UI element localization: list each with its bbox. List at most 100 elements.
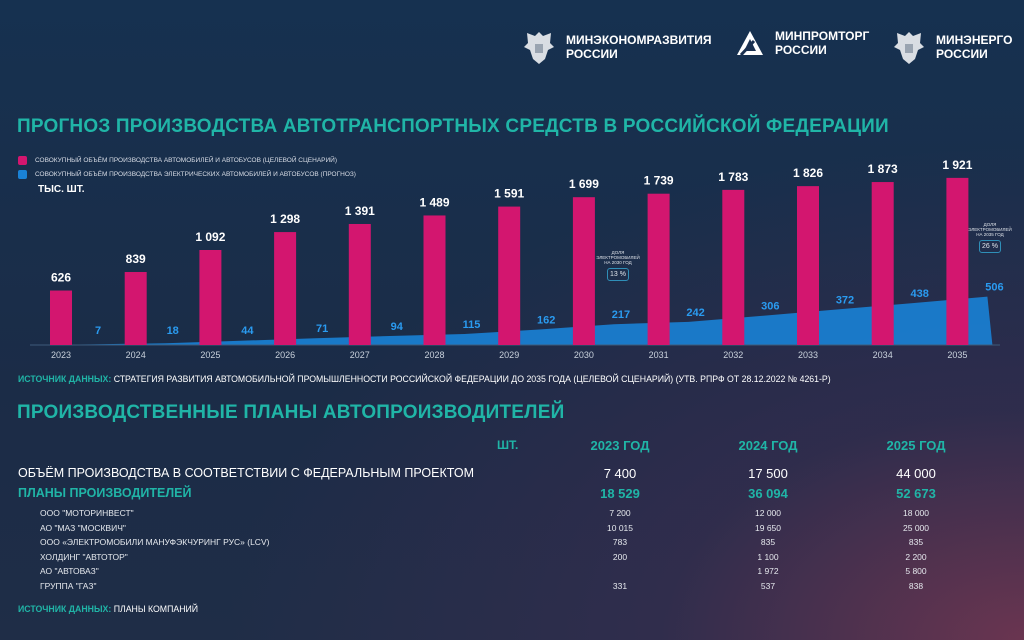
note-value: 26 % — [979, 240, 1001, 253]
bar-2031 — [647, 193, 670, 345]
x-tick-label: 2025 — [200, 350, 220, 360]
triangle-logo-icon — [737, 31, 763, 57]
logo-line2: РОССИИ — [936, 47, 988, 61]
manufacturer-value: 200 — [612, 551, 628, 562]
total-value: 18 529 — [600, 486, 640, 501]
manufacturer-value: 7 200 — [609, 508, 631, 518]
x-tick-label: 2024 — [126, 350, 146, 360]
manufacturer-value: 835 — [760, 537, 776, 547]
x-tick-label: 2028 — [424, 350, 444, 360]
manufacturer-value: 10 015 — [607, 522, 633, 533]
source-note-1: ИСТОЧНИК ДАННЫХ: СТРАТЕГИЯ РАЗВИТИЯ АВТО… — [18, 374, 831, 385]
total-value: 36 094 — [748, 486, 788, 501]
bar-label: 1 826 — [793, 166, 823, 180]
logo-line2: РОССИИ — [566, 47, 618, 61]
bar-2030 — [572, 197, 595, 345]
bar-2025 — [199, 249, 222, 345]
x-tick-label: 2030 — [574, 350, 594, 360]
legend-swatch — [18, 156, 27, 165]
manufacturer-label: ООО «ЭЛЕКТРОМОБИЛИ МАНУФЭКЧУРИНГ РУС» (L… — [40, 537, 270, 547]
legend-label: СОВОКУПНЫЙ ОБЪЁМ ПРОИЗВОДСТВА ЭЛЕКТРИЧЕС… — [35, 171, 356, 178]
electric-value-label: 44 — [241, 325, 254, 337]
manufacturer-value: 18 000 — [903, 508, 929, 518]
x-tick-label: 2033 — [798, 350, 818, 360]
source-text: ПЛАНЫ КОМПАНИЙ — [111, 604, 199, 615]
note-text: ДОЛЯ ЭЛЕКТРОМОБИЛЕЙ НА 2035 ГОД — [968, 222, 1012, 237]
total-row-label: ПЛАНЫ ПРОИЗВОДИТЕЛЕЙ — [18, 486, 192, 500]
federal-row-label: ОБЪЁМ ПРОИЗВОДСТВА В СООТВЕТСТВИИ С ФЕДЕ… — [18, 466, 474, 480]
manufacturer-label: ХОЛДИНГ "АВТОТОР" — [40, 551, 128, 562]
federal-value: 7 400 — [603, 466, 637, 481]
unit-header: ШТ. — [497, 438, 519, 452]
manufacturer-value: 331 — [612, 580, 628, 591]
bar-2034 — [871, 182, 894, 345]
manufacturer-value: 783 — [612, 537, 628, 547]
electric-value-label: 306 — [761, 301, 779, 313]
bar-label: 1 739 — [644, 174, 674, 188]
manufacturer-value: 1 100 — [757, 551, 779, 562]
eagle-emblem-icon — [524, 32, 554, 64]
logo-line1: МИНЭНЕРГО — [936, 33, 1013, 47]
bar-label: 1 873 — [868, 162, 898, 176]
bar-2026 — [274, 232, 297, 345]
x-tick-label: 2032 — [723, 350, 743, 360]
bar-label: 1 489 — [419, 195, 449, 209]
manufacturer-value: 838 — [908, 580, 924, 591]
bar-label: 626 — [51, 271, 71, 285]
bar-2028 — [423, 215, 446, 345]
electric-value-label: 372 — [836, 294, 854, 306]
federal-value: 44 000 — [896, 466, 936, 481]
electric-value-label: 115 — [463, 319, 481, 331]
x-tick-label: 2027 — [350, 350, 370, 360]
chart-title: ПРОГНОЗ ПРОИЗВОДСТВА АВТОТРАНСПОРТНЫХ СР… — [17, 116, 889, 137]
logo-1: МИНЭКОНОМРАЗВИТИЯ РОССИИ — [522, 28, 711, 66]
electric-area — [30, 296, 993, 345]
bar-label: 1 699 — [569, 177, 599, 191]
logo-line2: РОССИИ — [775, 43, 827, 57]
logo-3: МИНЭНЕРГО РОССИИ — [892, 28, 1012, 66]
manufacturer-value: 537 — [760, 580, 776, 591]
electric-value-label: 71 — [316, 323, 328, 335]
logo-line1: МИНПРОМТОРГ — [775, 29, 870, 43]
column-header: 2023 ГОД — [590, 438, 650, 453]
legend-item-total: СОВОКУПНЫЙ ОБЪЁМ ПРОИЗВОДСТВА АВТОМОБИЛЕ… — [18, 156, 337, 165]
bar-2029 — [498, 206, 521, 345]
plans-title: ПРОИЗВОДСТВЕННЫЕ ПЛАНЫ АВТОПРОИЗВОДИТЕЛЕ… — [17, 402, 565, 423]
bar-label: 1 783 — [718, 170, 748, 184]
source-note-2: ИСТОЧНИК ДАННЫХ: ПЛАНЫ КОМПАНИЙ — [18, 604, 198, 615]
manufacturer-label: АО "АВТОВАЗ" — [40, 566, 99, 576]
electric-value-label: 94 — [391, 321, 404, 333]
manufacturer-value: 5 800 — [905, 566, 927, 576]
electric-value-label: 7 — [95, 325, 101, 337]
legend-swatch — [18, 170, 27, 179]
x-tick-label: 2023 — [51, 350, 71, 360]
ev-share-note-2035: ДОЛЯ ЭЛЕКТРОМОБИЛЕЙ НА 2035 ГОД 26 % — [968, 222, 1012, 253]
total-value: 52 673 — [896, 486, 936, 501]
y-unit-label: ТЫС. ШТ. — [38, 184, 85, 195]
manufacturer-label: АО "МАЗ "МОСКВИЧ" — [40, 522, 126, 533]
manufacturer-label: ООО "МОТОРИНВЕСТ" — [40, 508, 134, 518]
manufacturer-value: 1 972 — [757, 566, 779, 576]
bar-label: 1 092 — [195, 230, 225, 244]
legend-item-electric: СОВОКУПНЫЙ ОБЪЁМ ПРОИЗВОДСТВА ЭЛЕКТРИЧЕС… — [18, 170, 356, 179]
manufacturer-label: ГРУППА "ГАЗ" — [40, 580, 97, 591]
logo-line1: МИНЭКОНОМРАЗВИТИЯ — [566, 33, 712, 47]
bar-2032 — [722, 189, 745, 345]
bar-label: 1 391 — [345, 204, 375, 218]
logo-2: МИНПРОМТОРГ РОССИИ — [735, 28, 869, 58]
electric-value-label: 506 — [985, 282, 1003, 294]
manufacturer-value: 25 000 — [903, 522, 929, 533]
column-header: 2024 ГОД — [738, 438, 798, 453]
bar-chart: 626 2023 7 839 2024 18 1 092 2025 44 1 298 2026 71 1… — [30, 158, 1004, 360]
x-tick-label: 2031 — [649, 350, 669, 360]
ev-share-note-2030: ДОЛЯ ЭЛЕКТРОМОБИЛЕЙ НА 2030 ГОД 13 % — [596, 250, 640, 281]
bar-label: 1 921 — [942, 158, 972, 172]
electric-value-label: 242 — [686, 307, 704, 319]
bar-2033 — [797, 186, 819, 345]
manufacturer-value: 2 200 — [905, 551, 927, 562]
note-value: 13 % — [607, 268, 629, 281]
legend-label: СОВОКУПНЫЙ ОБЪЁМ ПРОИЗВОДСТВА АВТОМОБИЛЕ… — [35, 157, 338, 164]
manufacturer-value: 835 — [908, 537, 924, 547]
column-header: 2025 ГОД — [886, 438, 946, 453]
x-tick-label: 2035 — [947, 350, 967, 360]
